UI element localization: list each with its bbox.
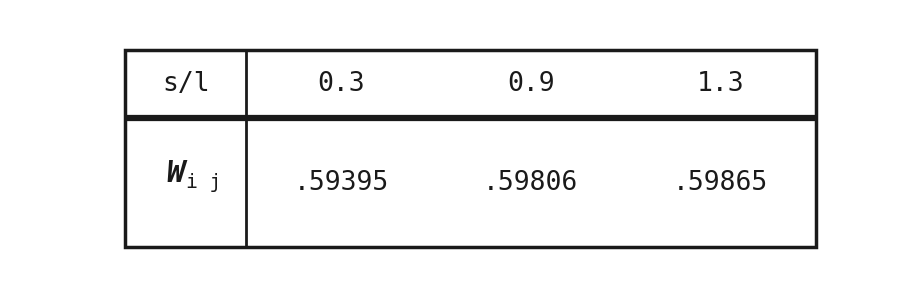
Text: i j: i j — [186, 173, 221, 192]
Text: .59806: .59806 — [483, 170, 578, 195]
Bar — [126, 50, 815, 247]
Text: .59865: .59865 — [673, 170, 768, 195]
Text: W: W — [166, 159, 185, 188]
Text: 1.3: 1.3 — [697, 71, 744, 97]
Text: 0.9: 0.9 — [507, 71, 554, 97]
Text: 0.3: 0.3 — [318, 71, 364, 97]
Text: s/l: s/l — [162, 71, 209, 97]
Text: .59395: .59395 — [294, 170, 388, 195]
